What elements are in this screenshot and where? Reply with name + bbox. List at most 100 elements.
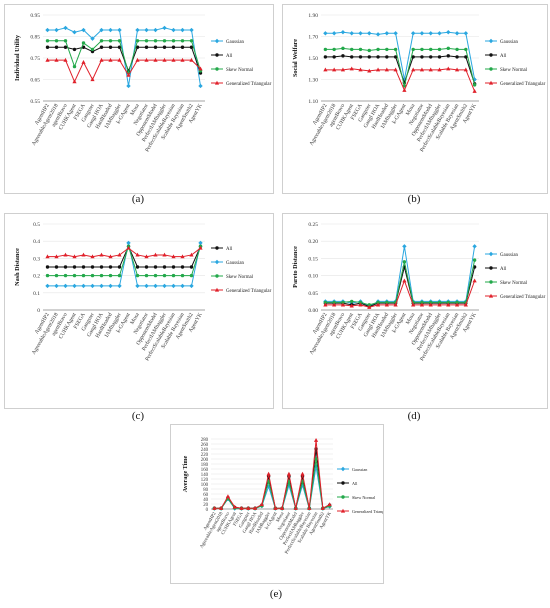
data-point (393, 302, 398, 307)
data-point (180, 254, 185, 259)
data-point (428, 302, 433, 307)
data-point (327, 502, 332, 507)
data-point (135, 45, 140, 49)
data-point (358, 300, 363, 305)
data-point (108, 265, 113, 269)
data-point (320, 505, 325, 510)
y-tick-label: 160 (201, 468, 209, 473)
y-tick-label: 0.2 (33, 274, 40, 280)
legend-label: Skew Normal (500, 281, 528, 286)
data-point (340, 67, 346, 72)
legend: Gaussian All Skew Normal Generalized Triang… (211, 38, 272, 87)
y-tick-label: 0.25 (308, 222, 318, 228)
y-tick-label: 0.85 (30, 35, 40, 41)
data-point (171, 265, 176, 269)
data-point (144, 27, 149, 33)
legend-marker (488, 38, 494, 44)
data-point (45, 273, 50, 278)
data-point (126, 240, 131, 246)
data-point (54, 265, 59, 269)
data-point (367, 68, 372, 73)
data-point (376, 47, 380, 52)
data-point (232, 504, 237, 509)
data-point (99, 283, 104, 289)
data-point (99, 27, 104, 33)
y-tick-label: 120 (201, 478, 209, 483)
data-point (162, 39, 167, 43)
data-point (126, 245, 131, 250)
data-point (72, 273, 77, 278)
data-point (393, 67, 398, 72)
data-point (63, 265, 68, 269)
legend-label: Skew Normal (500, 68, 528, 73)
data-point (385, 300, 389, 305)
data-point (437, 55, 442, 59)
data-point (162, 265, 167, 269)
data-point (246, 505, 251, 510)
series-line (47, 247, 201, 258)
y-tick-label: 180 (201, 463, 209, 468)
legend: Gaussian All Skew Normal Generalized Triang… (485, 251, 546, 300)
legend-label: Skew Normal (352, 495, 376, 500)
legend-label: Skew Normal (226, 68, 254, 73)
legend-marker (488, 251, 494, 257)
chart-panel-b: 1.10 1.30 1.50 1.70 1.90 Social Welfare AgentH… (282, 4, 548, 194)
y-axis-label: Pareto Distance (292, 246, 299, 288)
data-point (180, 57, 185, 62)
data-point (323, 67, 328, 72)
data-point (45, 57, 50, 62)
data-point (411, 47, 415, 52)
data-point (99, 45, 104, 49)
legend-marker (214, 259, 220, 265)
data-point (45, 45, 50, 49)
y-tick-label: 140 (201, 473, 209, 478)
data-point (63, 57, 68, 62)
data-point (428, 31, 433, 36)
data-point (90, 273, 95, 278)
data-point (72, 283, 77, 289)
y-tick-label: 0.1 (33, 291, 40, 297)
data-point (376, 300, 380, 305)
data-point (428, 67, 433, 72)
data-point (350, 299, 354, 304)
legend: All Gaussian Skew Normal Generalized Triang… (211, 246, 272, 294)
data-point (108, 273, 113, 278)
y-tick-label: 0.75 (30, 56, 40, 62)
legend-marker (488, 80, 494, 85)
data-point (171, 57, 176, 62)
data-point (63, 39, 68, 43)
data-point (358, 55, 363, 59)
series-generalized-triangular (212, 437, 332, 510)
series-line (325, 246, 476, 308)
data-point (171, 283, 176, 289)
legend-label: Generalized Triangular (352, 509, 383, 514)
y-tick-label: 60 (203, 493, 208, 498)
data-point (402, 87, 407, 92)
series-line (47, 244, 201, 277)
data-point (307, 505, 312, 510)
data-point (472, 83, 477, 87)
data-point (446, 302, 451, 307)
chart-panel-e: 0 20 40 60 80 100 120 140 160 180 200 220 240 260 280 A… (170, 424, 391, 584)
data-point (358, 47, 363, 52)
data-point (180, 27, 185, 33)
caption-e: (e) (269, 588, 283, 600)
data-point (81, 283, 86, 289)
data-point (259, 502, 264, 507)
legend-label: Generalized Triangular (500, 82, 546, 87)
data-point (323, 302, 328, 307)
data-point (367, 55, 371, 59)
data-point (375, 67, 381, 72)
data-point (153, 273, 158, 278)
data-point (350, 55, 354, 59)
legend-marker (214, 38, 220, 44)
data-point (144, 265, 149, 269)
data-point (153, 27, 158, 33)
data-point (81, 252, 86, 257)
data-point (411, 67, 416, 72)
data-point (437, 300, 442, 305)
data-point (446, 54, 450, 58)
data-point (171, 254, 176, 259)
